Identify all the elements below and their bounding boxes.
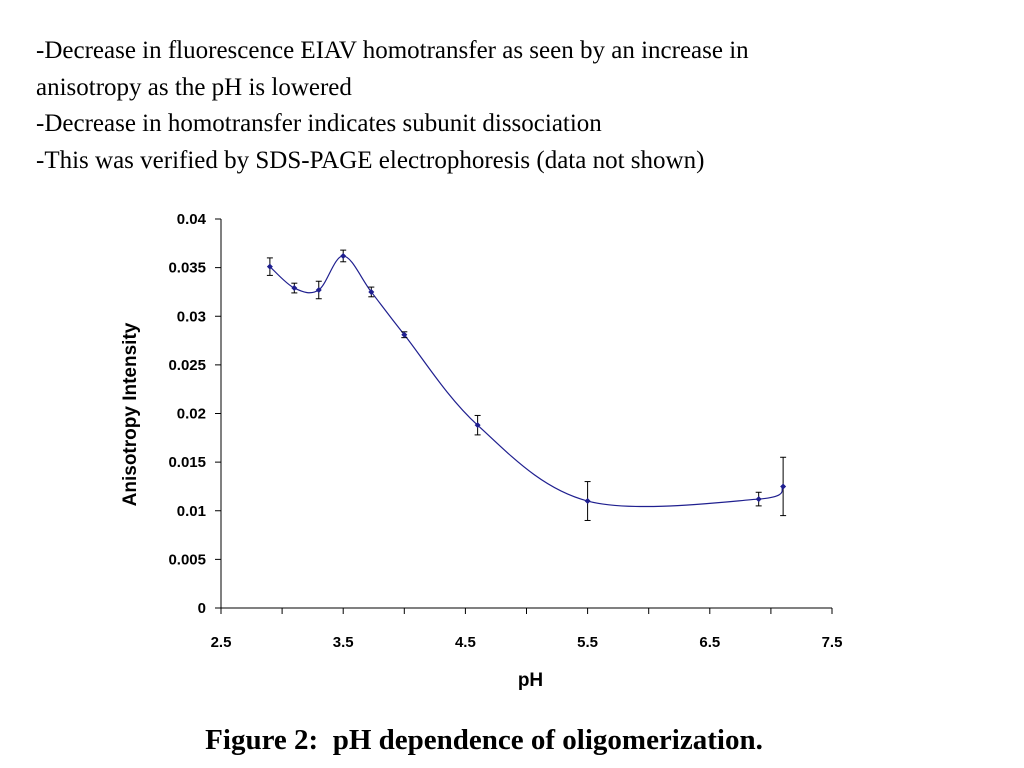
y-tick-label: 0.025 (168, 357, 206, 374)
bullet-line-2: anisotropy as the pH is lowered (36, 73, 352, 101)
y-tick-label: 0.005 (168, 551, 206, 568)
data-point (780, 483, 787, 490)
y-tick-label: 0.01 (177, 503, 206, 520)
data-point (340, 252, 347, 259)
bullet-line-4: -This was verified by SDS-PAGE electroph… (36, 146, 705, 174)
y-tick-label: 0.015 (168, 454, 206, 471)
figure-caption: Figure 2: pH dependence of oligomerizati… (205, 724, 763, 756)
data-point (266, 263, 273, 270)
series-line (269, 255, 784, 508)
chart-marks (266, 249, 787, 521)
x-tick-label: 6.5 (699, 634, 720, 651)
x-axis-title: pH (518, 670, 543, 691)
bullet-line-3: -Decrease in homotransfer indicates subu… (36, 110, 602, 137)
y-axis-title: Anisotropy Intensity (120, 322, 141, 506)
data-point (315, 286, 322, 293)
x-tick-label: 4.5 (455, 634, 476, 651)
y-tick-label: 0.02 (177, 406, 206, 423)
bullet-line-1: -Decrease in fluorescence EIAV homotrans… (36, 37, 749, 64)
x-tick-label: 2.5 (211, 634, 232, 651)
chart-axes: 0 0.005 0.01 0.015 0.02 0.025 0.03 0.035 0.04 2.5… (168, 211, 842, 651)
data-point (368, 288, 375, 295)
bullet-text-block: -Decrease in fluorescence EIAV homotrans… (36, 33, 996, 179)
y-tick-label: 0.035 (168, 260, 206, 277)
x-tick-label: 7.5 (822, 634, 843, 651)
data-point (474, 422, 481, 429)
y-tick-label: 0.03 (177, 308, 206, 325)
x-tick-label: 5.5 (577, 634, 598, 651)
data-point (755, 496, 762, 503)
data-point (584, 498, 591, 505)
data-point (401, 331, 408, 338)
y-tick-label: 0 (198, 600, 206, 617)
y-tick-label: 0.04 (177, 211, 207, 228)
data-point (291, 285, 298, 292)
x-tick-label: 3.5 (333, 634, 354, 651)
